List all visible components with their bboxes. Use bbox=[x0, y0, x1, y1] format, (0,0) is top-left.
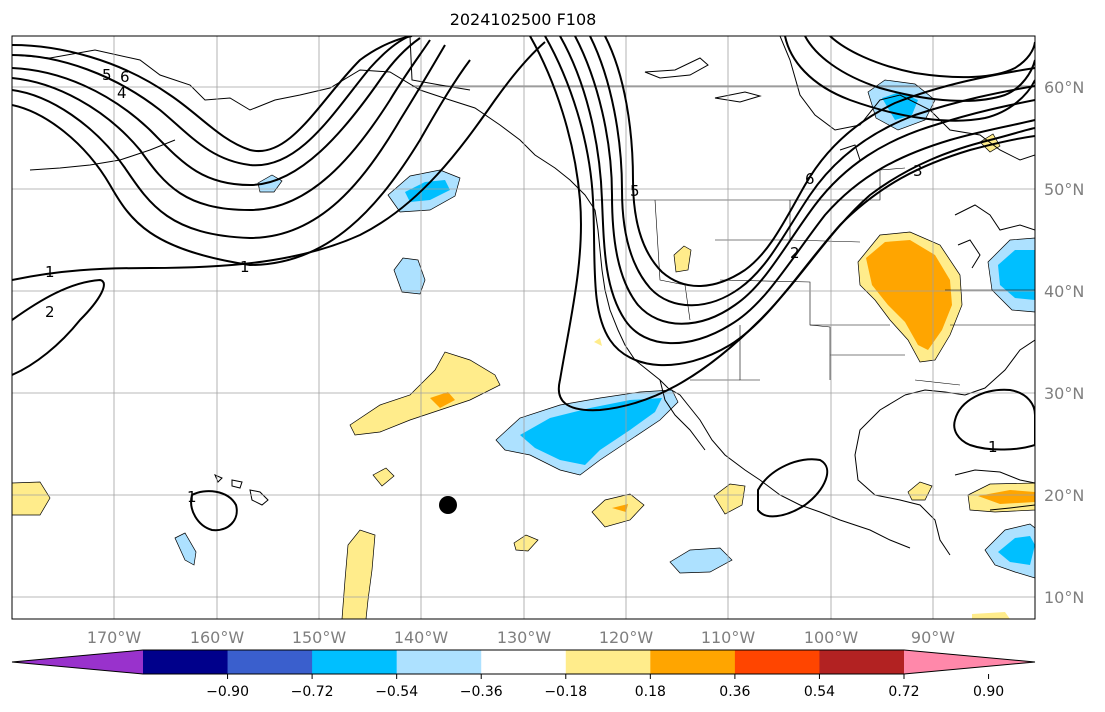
colorbar-ticks: −0.90 −0.72 −0.54 −0.36 −0.18 0.18 0.36 0.54 0.7… bbox=[206, 674, 1004, 700]
lat-label: 40°N bbox=[1044, 282, 1084, 301]
blue-dark-region-central-america bbox=[998, 536, 1035, 565]
yellow-region-gulf bbox=[907, 481, 933, 501]
colorbar-tick-label: 0.90 bbox=[973, 684, 1004, 700]
longitude-labels: 170°W 160°W 150°W 140°W 130°W 120°W 110°… bbox=[87, 628, 955, 647]
map-frame bbox=[11, 35, 1036, 620]
contour-label: 1 bbox=[240, 258, 250, 276]
yellow-region-pacific-small bbox=[594, 338, 602, 346]
lat-label: 60°N bbox=[1044, 78, 1084, 97]
colorbar-segment bbox=[227, 650, 313, 674]
blue-light-region-east-pacific bbox=[669, 547, 733, 574]
colorbar-segments bbox=[11, 649, 1036, 675]
yellow-region-pacific-central bbox=[349, 351, 501, 436]
colorbar-tick-label: 0.72 bbox=[888, 684, 919, 700]
map-panel: 5 6 4 1 2 1 5 6 3 2 1 1 bbox=[11, 35, 1036, 620]
lat-label: 10°N bbox=[1044, 588, 1084, 607]
lon-label: 90°W bbox=[911, 628, 955, 647]
colorbar-tick-label: −0.18 bbox=[544, 684, 587, 700]
colorbar-segment bbox=[734, 650, 820, 674]
colorbar-segment bbox=[650, 650, 736, 674]
colorbar-segment bbox=[312, 650, 398, 674]
blue-light-region-hawaii-south bbox=[174, 532, 197, 566]
orange-region-caribbean bbox=[978, 490, 1035, 504]
latitude-labels: 60°N 50°N 40°N 30°N 20°N 10°N bbox=[1044, 78, 1084, 607]
lon-label: 150°W bbox=[292, 628, 347, 647]
orange-spot-baja bbox=[612, 504, 628, 512]
colorbar-segment bbox=[143, 650, 229, 674]
lat-label: 30°N bbox=[1044, 384, 1084, 403]
colorbar-extend-low bbox=[12, 650, 143, 674]
contour-label: 6 bbox=[805, 170, 815, 188]
yellow-region-socal bbox=[673, 245, 692, 273]
lat-label: 50°N bbox=[1044, 180, 1084, 199]
lon-label: 130°W bbox=[497, 628, 552, 647]
colorbar-tick-label: −0.72 bbox=[291, 684, 334, 700]
contour-label: 1 bbox=[45, 263, 55, 281]
colorbar-segment bbox=[396, 650, 482, 674]
blue-light-region-pacific bbox=[393, 257, 426, 295]
colorbar-tick-label: 0.18 bbox=[635, 684, 666, 700]
orange-spot-pacific-central bbox=[430, 392, 455, 408]
colorbar-tick-label: 0.54 bbox=[804, 684, 835, 700]
lon-label: 110°W bbox=[701, 628, 756, 647]
blue-dark-region-northeast bbox=[998, 250, 1035, 300]
contour-label: 2 bbox=[45, 303, 55, 321]
contour-label: 5 bbox=[102, 66, 112, 84]
contour-label: 1 bbox=[187, 488, 197, 506]
colorbar-outline bbox=[11, 649, 1036, 675]
contour-label: 3 bbox=[913, 162, 923, 180]
lon-label: 120°W bbox=[599, 628, 654, 647]
contour-labels: 5 6 4 1 2 1 5 6 3 2 1 1 bbox=[45, 66, 998, 506]
yellow-region-south-edge bbox=[972, 612, 1010, 619]
colorbar-tick-label: −0.90 bbox=[206, 684, 249, 700]
grid-lines bbox=[12, 36, 1035, 619]
height-contours bbox=[12, 36, 1035, 532]
figure-title: 2024102500 F108 bbox=[450, 10, 597, 29]
lon-label: 160°W bbox=[190, 628, 245, 647]
contour-label: 2 bbox=[790, 244, 800, 262]
colorbar-tick-label: 0.36 bbox=[719, 684, 750, 700]
colorbar: −0.90 −0.72 −0.54 −0.36 −0.18 0.18 0.36 0.54 0.7… bbox=[11, 649, 1036, 700]
yellow-region-baja bbox=[591, 493, 645, 528]
lon-label: 100°W bbox=[804, 628, 859, 647]
orange-region-great-lakes bbox=[866, 240, 952, 350]
contour-label: 1 bbox=[988, 438, 998, 456]
colorbar-tick-label: −0.54 bbox=[375, 684, 418, 700]
colorbar-tick-label: −0.36 bbox=[460, 684, 503, 700]
shaded-fill-regions bbox=[12, 79, 1035, 619]
lon-label: 140°W bbox=[394, 628, 449, 647]
blue-dark-region-offshore-baja bbox=[520, 398, 662, 465]
map-background bbox=[12, 36, 1035, 619]
yellow-region-small-1 bbox=[372, 467, 395, 487]
yellow-region-mexico bbox=[713, 483, 746, 515]
location-marker bbox=[439, 496, 457, 514]
contour-label: 4 bbox=[117, 84, 127, 102]
yellow-region-west-edge bbox=[12, 481, 51, 516]
lon-label: 170°W bbox=[87, 628, 142, 647]
lat-label: 20°N bbox=[1044, 486, 1084, 505]
contour-label: 5 bbox=[630, 182, 640, 200]
contour-label: 6 bbox=[120, 68, 130, 86]
colorbar-segment bbox=[481, 650, 567, 674]
colorbar-segment bbox=[819, 650, 905, 674]
colorbar-segment bbox=[565, 650, 651, 674]
colorbar-extend-high bbox=[904, 650, 1035, 674]
